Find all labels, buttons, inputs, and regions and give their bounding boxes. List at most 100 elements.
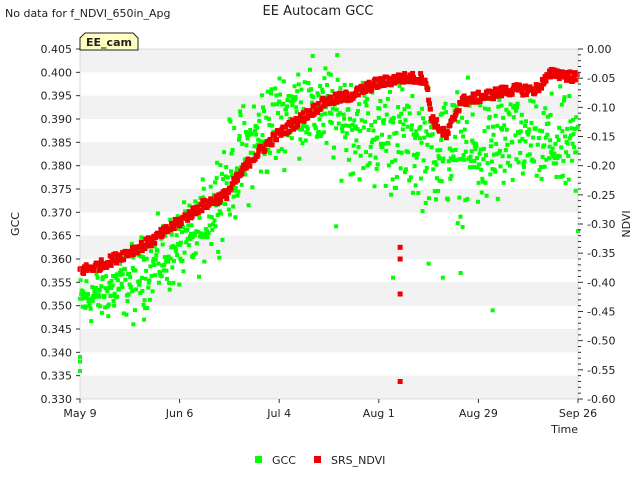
gcc-point: [78, 278, 83, 283]
gcc-point: [281, 101, 286, 106]
gcc-point: [494, 152, 499, 157]
gcc-point: [230, 173, 235, 178]
gcc-point: [147, 297, 152, 302]
ndvi-point: [293, 115, 299, 121]
gcc-point: [335, 77, 340, 82]
gcc-point: [386, 141, 391, 146]
gcc-point: [153, 257, 158, 262]
gcc-point: [354, 111, 359, 116]
gcc-point: [439, 179, 444, 184]
gcc-point: [346, 157, 351, 162]
ndvi-point: [121, 257, 127, 263]
gcc-point: [204, 229, 209, 234]
gcc-point: [277, 99, 282, 104]
gcc-point: [330, 106, 335, 111]
gcc-point: [296, 72, 301, 77]
gcc-point: [350, 122, 355, 127]
gcc-point: [207, 223, 212, 228]
gcc-point: [231, 194, 236, 199]
chart-title: EE Autocam GCC: [263, 4, 374, 19]
gcc-point: [160, 263, 165, 268]
gcc-point: [377, 106, 382, 111]
y-tick-label-left: 0.390: [41, 113, 73, 126]
gcc-point: [201, 186, 206, 191]
gcc-point: [455, 221, 460, 226]
gcc-point: [398, 119, 403, 124]
gcc-point: [282, 168, 287, 173]
gcc-point: [245, 133, 250, 138]
ndvi-point: [158, 226, 164, 232]
ndvi-point: [304, 108, 310, 114]
gcc-point: [277, 76, 282, 81]
gcc-point: [269, 91, 274, 96]
gcc-point: [452, 103, 457, 108]
ndvi-point: [337, 90, 343, 96]
legend-label-gcc: GCC: [272, 454, 296, 467]
gcc-point: [112, 291, 117, 296]
gcc-point: [281, 79, 286, 84]
gcc-point: [242, 121, 247, 126]
gcc-point: [341, 112, 346, 117]
gcc-point: [501, 115, 506, 120]
gcc-point: [220, 177, 225, 182]
gcc-point: [500, 154, 505, 159]
gcc-point: [155, 248, 160, 253]
ndvi-point: [477, 98, 483, 104]
gcc-point: [79, 292, 84, 297]
gcc-point: [139, 235, 144, 240]
gcc-point: [518, 129, 523, 134]
ndvi-point: [488, 89, 494, 95]
gcc-point: [231, 204, 236, 209]
gcc-point: [458, 129, 463, 134]
ndvi-point: [239, 171, 245, 177]
gcc-point: [289, 94, 294, 99]
gcc-point: [479, 167, 484, 172]
gcc-point: [180, 224, 185, 229]
gcc-point: [249, 132, 254, 137]
gcc-point: [391, 275, 396, 280]
ndvi-point: [104, 264, 110, 270]
gcc-point: [129, 241, 134, 246]
gcc-point: [457, 195, 462, 200]
gcc-point: [334, 126, 339, 131]
ndvi-point: [370, 81, 376, 87]
ndvi-point: [515, 87, 521, 93]
gcc-point: [448, 156, 453, 161]
gcc-point: [187, 234, 192, 239]
y-tick-label-right: -0.30: [587, 218, 615, 231]
gcc-point: [361, 166, 366, 171]
y-tick-label-right: -0.35: [587, 247, 615, 260]
gcc-point: [367, 161, 372, 166]
gcc-point: [399, 111, 404, 116]
ndvi-point: [238, 168, 244, 174]
gcc-point: [233, 215, 238, 220]
gcc-point: [130, 289, 135, 294]
ndvi-point: [451, 116, 457, 122]
x-tick-label: Sep 26: [559, 407, 597, 420]
ndvi-point: [255, 152, 261, 158]
gcc-point: [420, 209, 425, 214]
gcc-point: [475, 165, 480, 170]
gcc-point: [521, 164, 526, 169]
gcc-point: [173, 246, 178, 251]
ndvi-point: [484, 95, 490, 101]
gcc-point: [304, 130, 309, 135]
gcc-point: [502, 123, 507, 128]
gcc-point: [297, 127, 302, 132]
gcc-point: [414, 129, 419, 134]
ndvi-point: [423, 80, 429, 86]
gcc-point: [102, 294, 107, 299]
ndvi-point: [169, 220, 175, 226]
gcc-point: [536, 136, 541, 141]
gcc-point: [95, 294, 100, 299]
gcc-point: [334, 107, 339, 112]
gcc-point: [119, 281, 124, 286]
ndvi-point: [567, 69, 573, 75]
gcc-point: [171, 258, 176, 263]
y-tick-label-left: 0.400: [41, 66, 73, 79]
gcc-point: [238, 109, 243, 114]
gcc-point: [506, 154, 511, 159]
ndvi-point: [416, 76, 422, 82]
gcc-point: [394, 130, 399, 135]
gcc-point: [189, 223, 194, 228]
